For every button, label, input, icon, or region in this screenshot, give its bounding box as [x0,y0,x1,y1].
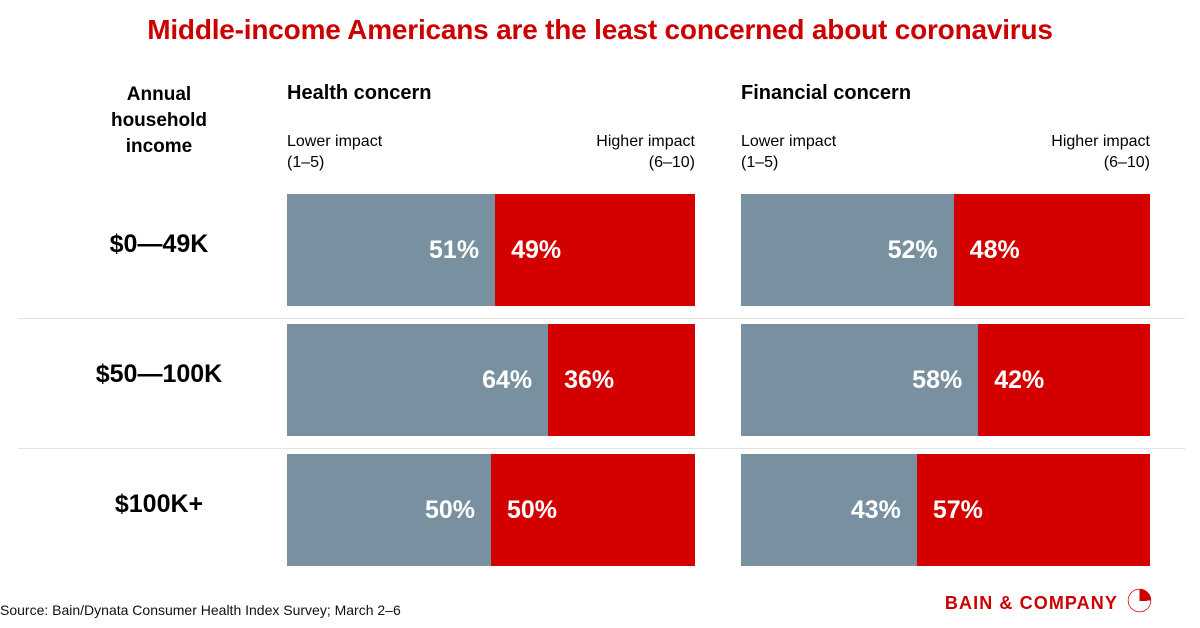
bain-circle-mark-icon [1127,588,1152,618]
income-header-line-3: income [125,136,193,157]
bar-financial: 58% 42% [741,324,1150,436]
legend-lower-impact-financial-range: (1–5) [741,154,779,171]
table-row: $100K+ 50% 50% 43% 57% [0,448,1200,578]
bain-company-logo: BAIN & COMPANY [945,588,1152,618]
bar-financial: 52% 48% [741,194,1150,306]
source-note: Source: Bain/Dynata Consumer Health Inde… [0,602,401,618]
bar-segment-higher-financial: 42% [978,324,1150,436]
group-title-financial: Financial concern [741,82,912,104]
bar-segment-higher-health: 36% [548,324,695,436]
bar-health: 64% 36% [287,324,695,436]
legend-higher-impact-health: Higher impact (6–10) [596,131,695,173]
legend-health: Lower impact (1–5) Higher impact (6–10) [287,131,695,173]
bar-segment-higher-health: 50% [491,454,695,566]
bar-segment-lower-financial: 52% [741,194,954,306]
chart-header: Annual household income Health concern L… [0,78,1200,188]
bar-segment-lower-financial: 43% [741,454,917,566]
legend-higher-impact-health-range: (6–10) [648,154,695,171]
bar-segment-higher-health: 49% [495,194,695,306]
row-label-income: $0—49K [109,230,209,258]
legend-higher-impact-health-label: Higher impact [596,133,695,150]
income-column-header: Annual household income [48,82,270,160]
legend-financial: Lower impact (1–5) Higher impact (6–10) [741,131,1150,173]
bar-financial: 43% 57% [741,454,1150,566]
row-separator [18,318,1185,319]
income-header-line-1: Annual [126,84,192,105]
legend-higher-impact-financial-range: (6–10) [1103,154,1150,171]
page-title: Middle-income Americans are the least co… [147,14,1053,45]
legend-lower-impact-health-label: Lower impact [287,133,383,150]
legend-lower-impact-financial-label: Lower impact [741,133,837,150]
bar-segment-lower-health: 50% [287,454,491,566]
legend-lower-impact-health-range: (1–5) [287,154,325,171]
bar-segment-lower-financial: 58% [741,324,979,436]
table-row: $0—49K 51% 49% 52% 48% [0,188,1200,318]
row-separator [18,448,1185,449]
legend-higher-impact-financial-label: Higher impact [1051,133,1150,150]
bar-health: 50% 50% [287,454,695,566]
group-title-health: Health concern [287,82,432,104]
legend-lower-impact-financial: Lower impact (1–5) [741,131,836,173]
bar-segment-higher-financial: 57% [916,454,1150,566]
bar-segment-higher-financial: 48% [953,194,1150,306]
chart-rows: $0—49K 51% 49% 52% 48% $50—100K 64% 36% … [0,188,1200,578]
row-label-income: $100K+ [114,490,204,518]
bar-segment-lower-health: 51% [287,194,496,306]
row-label-income: $50—100K [95,360,223,388]
bar-segment-lower-health: 64% [287,324,549,436]
legend-higher-impact-financial: Higher impact (6–10) [1051,131,1150,173]
bar-health: 51% 49% [287,194,695,306]
income-header-line-2: household [110,110,208,131]
bain-company-wordmark: BAIN & COMPANY [944,592,1118,613]
table-row: $50—100K 64% 36% 58% 42% [0,318,1200,448]
legend-lower-impact-health: Lower impact (1–5) [287,131,382,173]
